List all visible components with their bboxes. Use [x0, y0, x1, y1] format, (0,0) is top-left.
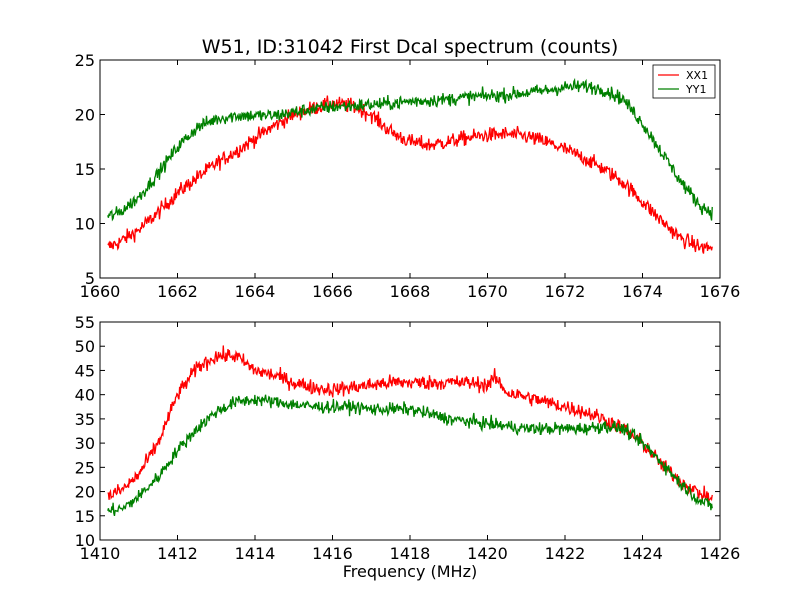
x-tick-label: 1660: [80, 282, 121, 301]
x-tick-label: 1418: [390, 544, 431, 563]
x-tick-label: 1670: [467, 282, 508, 301]
x-tick-label: 1662: [157, 282, 198, 301]
y-tick-label: 25: [75, 458, 95, 477]
y-tick-label: 55: [75, 313, 95, 332]
y-tick-label: 20: [75, 106, 95, 125]
x-tick-label: 1672: [545, 282, 586, 301]
x-tick-label: 1414: [235, 544, 276, 563]
x-tick-label: 1424: [622, 544, 663, 563]
chart-title: W51, ID:31042 First Dcal spectrum (count…: [202, 36, 619, 58]
y-tick-label: 20: [75, 483, 95, 502]
y-tick-label: 40: [75, 386, 95, 405]
legend-label-xx1: XX1: [686, 69, 708, 82]
x-tick-label: 1426: [700, 544, 741, 563]
y-tick-label: 15: [75, 507, 95, 526]
y-tick-label: 5: [85, 269, 95, 288]
plot-1: 1660 1662 1664 1666 1668 1670 1672 1674 1676 5 10 1…: [75, 51, 741, 301]
y-tick-label: 30: [75, 434, 95, 453]
series-line-xx1: [107, 95, 713, 254]
x-tick-label: 1416: [312, 544, 353, 563]
x-tick-label: 1422: [545, 544, 586, 563]
series-line-2: [107, 394, 713, 517]
y-tick-label: 50: [75, 337, 95, 356]
y-tick-label: 25: [75, 51, 95, 70]
x-tick-label: 1676: [700, 282, 741, 301]
y-tick-label: 15: [75, 160, 95, 179]
plot-area: [100, 60, 720, 278]
x-tick-label: 1412: [157, 544, 198, 563]
series-line-yy1: [107, 77, 713, 222]
x-axis-label: Frequency (MHz): [343, 562, 477, 581]
y-tick-label: 45: [75, 361, 95, 380]
x-tick-label: 1666: [312, 282, 353, 301]
legend-label-yy1: YY1: [685, 83, 706, 96]
legend-box: [652, 64, 716, 99]
y-tick-label: 10: [75, 215, 95, 234]
y-tick-label: 35: [75, 410, 95, 429]
x-tick-label: 1664: [235, 282, 276, 301]
plot-2: 1410 1412 1414 1416 1418 1420 1422 1424 1426 10 15…: [75, 313, 741, 563]
x-tick-label: 1420: [467, 544, 508, 563]
series-line-1: [107, 345, 713, 504]
x-tick-label: 1410: [80, 544, 121, 563]
y-tick-label: 10: [75, 531, 95, 550]
x-tick-label: 1674: [622, 282, 663, 301]
x-tick-label: 1668: [390, 282, 431, 301]
